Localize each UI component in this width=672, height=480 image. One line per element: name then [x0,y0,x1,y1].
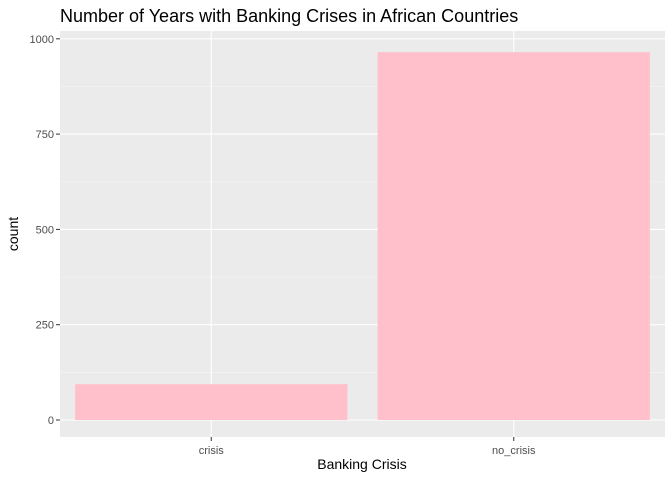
bar-crisis [75,384,348,420]
bar-no_crisis [377,52,650,420]
y-axis: 0 250 500 750 1000 [30,34,60,427]
y-tick-label: 0 [48,415,54,427]
y-tick-label: 250 [36,320,54,332]
y-tick-label: 500 [36,224,54,236]
x-tick-label: crisis [199,445,225,457]
bars [75,52,650,420]
chart-title: Number of Years with Banking Crises in A… [60,6,518,26]
y-axis-title: count [5,217,21,251]
y-tick-label: 750 [36,129,54,141]
x-axis-title: Banking Crisis [317,456,406,472]
x-tick-label: no_crisis [492,445,536,457]
x-axis: crisis no_crisis [199,437,536,457]
y-tick-label: 1000 [30,34,54,46]
